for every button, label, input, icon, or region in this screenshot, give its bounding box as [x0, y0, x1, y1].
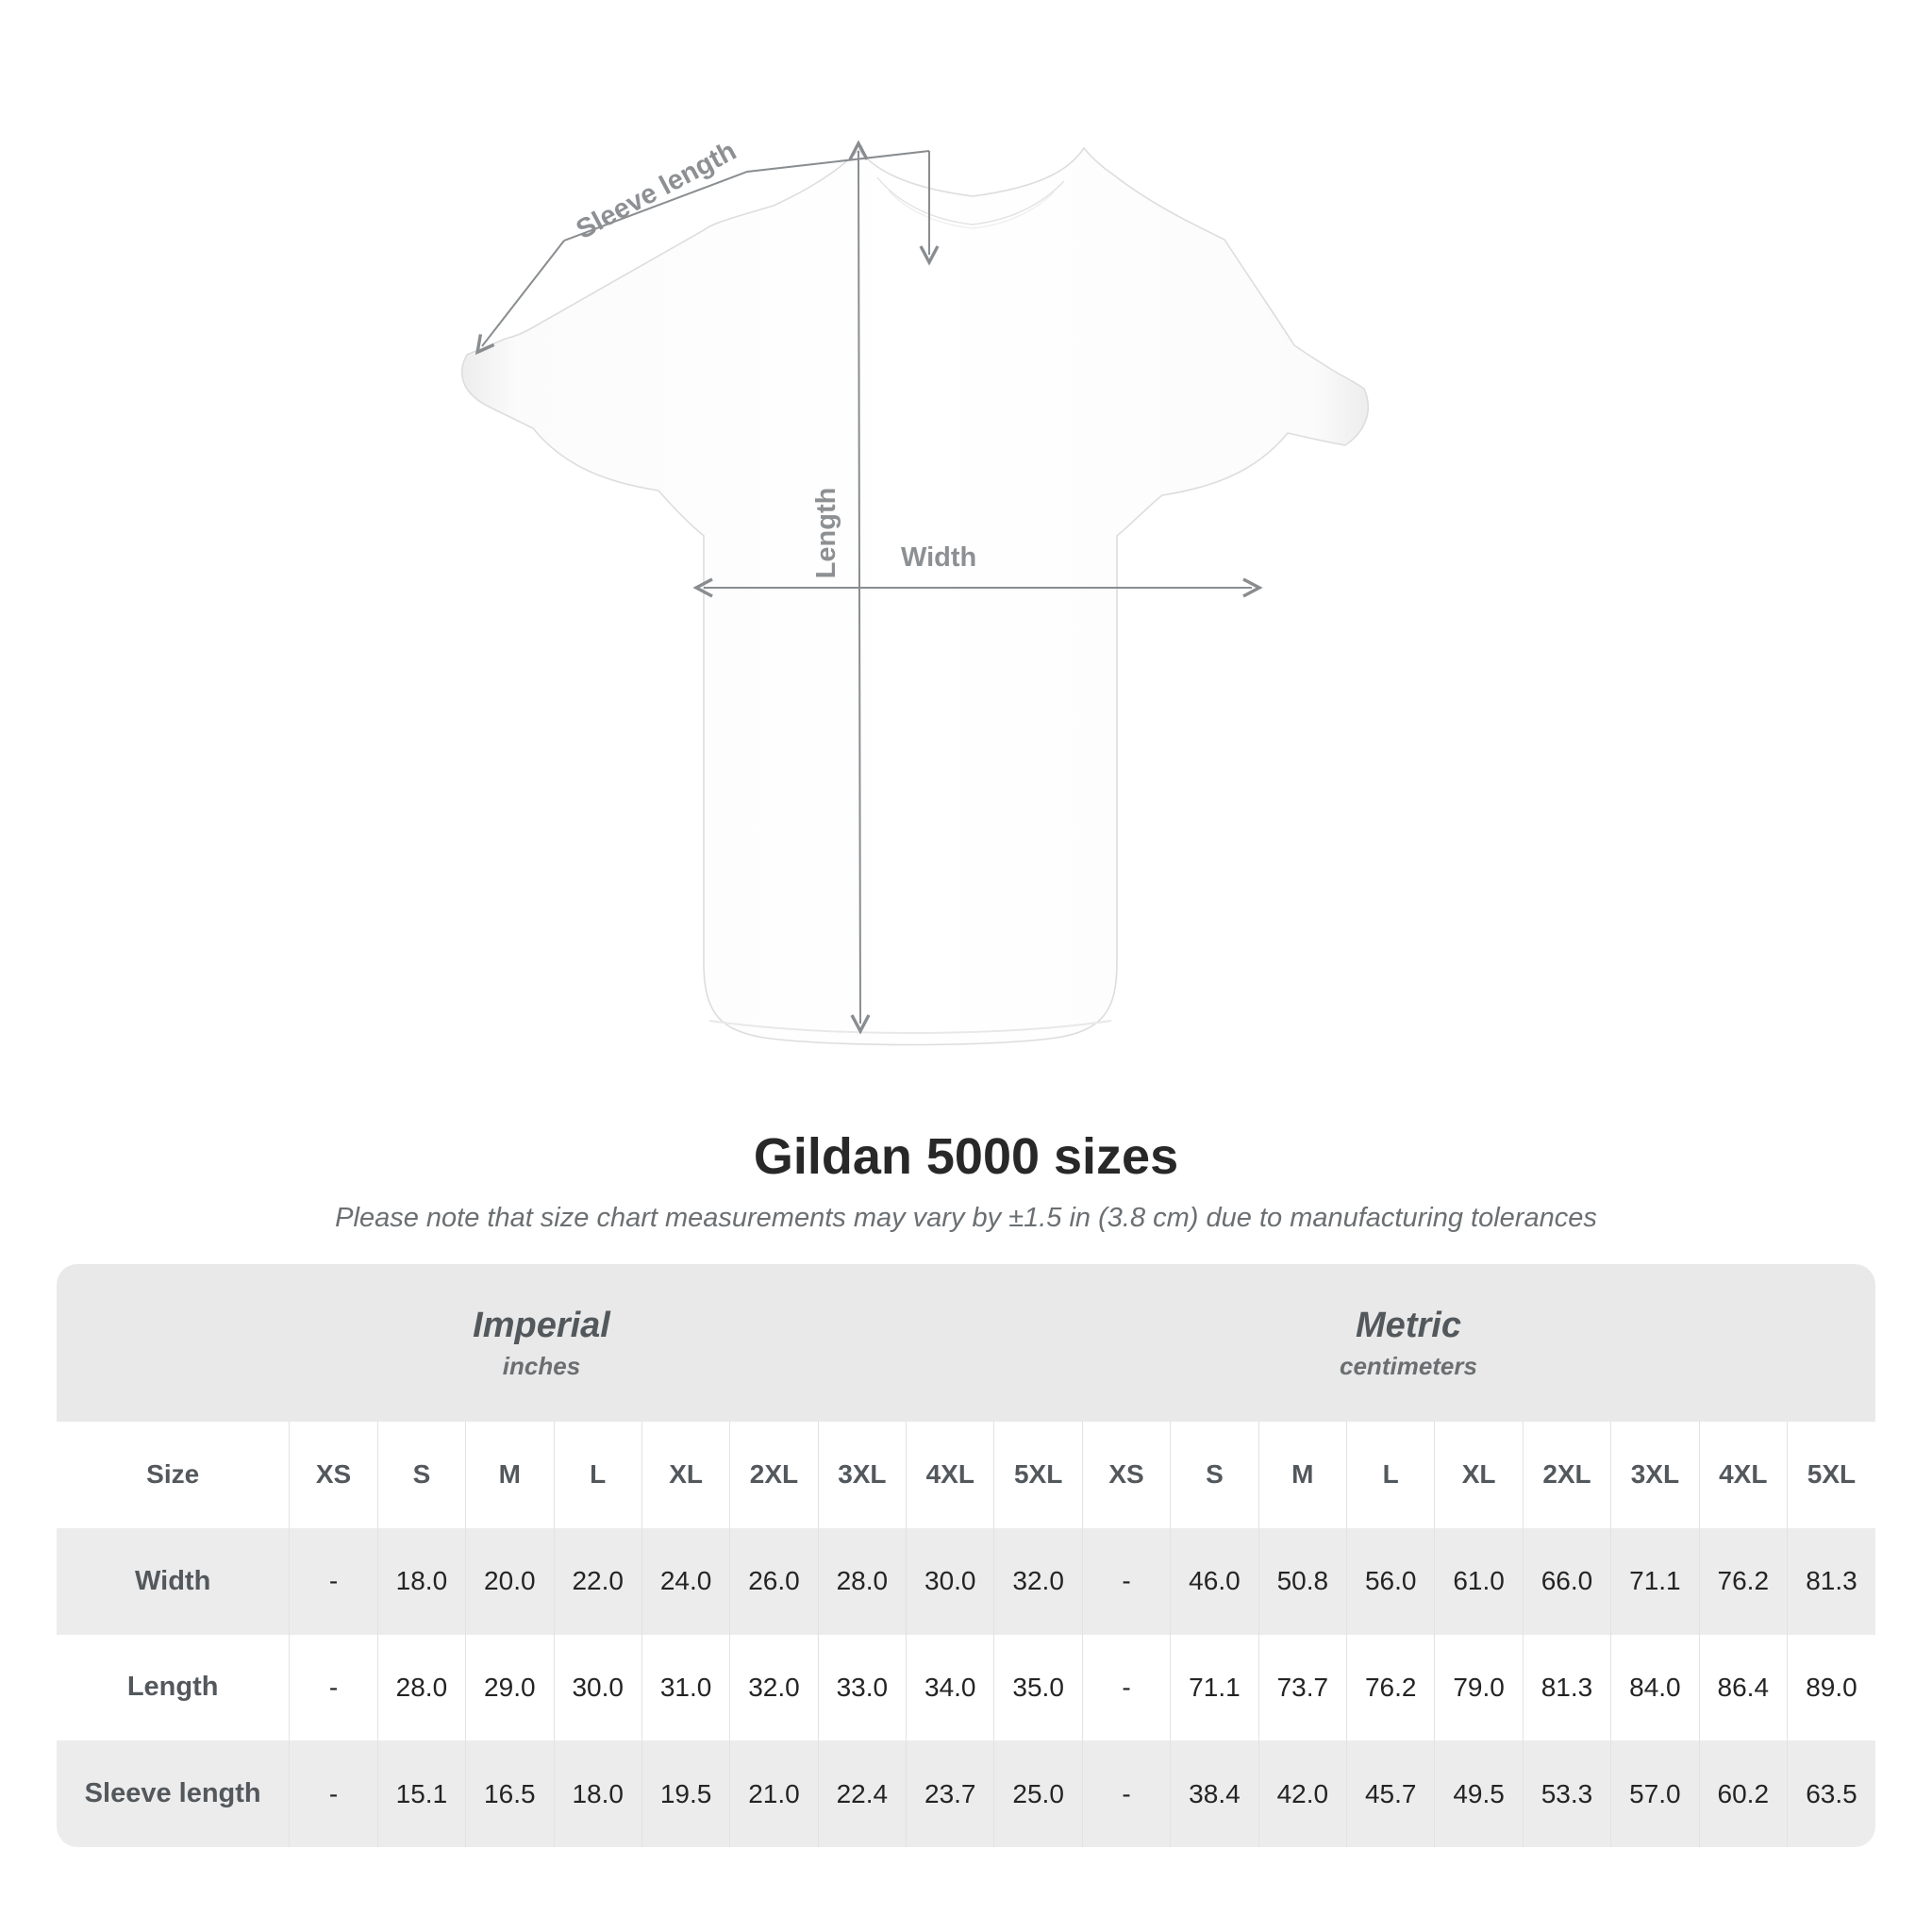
svg-text:Length: Length [811, 488, 841, 579]
svg-text:Width: Width [901, 542, 976, 573]
